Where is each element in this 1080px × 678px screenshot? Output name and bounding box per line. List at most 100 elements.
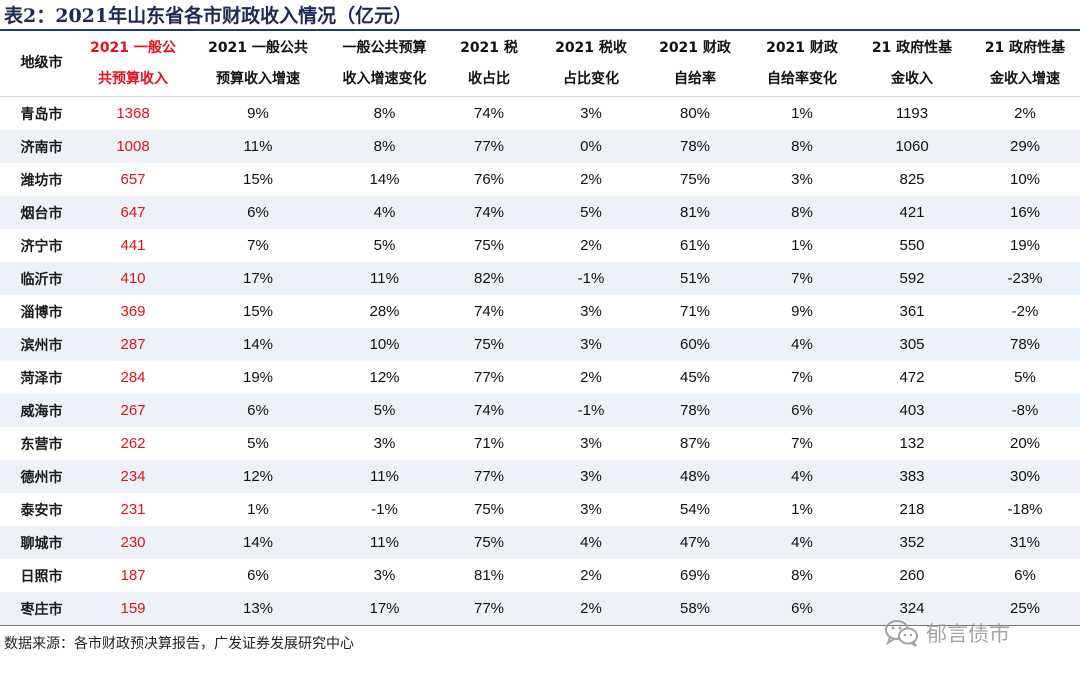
table-header-row: 地级市 2021 一般公 共预算收入 2021 一般公共 预算收入增速 一般公共预算… <box>0 31 1080 97</box>
watermark: 郁言债市 <box>884 618 1010 648</box>
cell-self-sufficiency-change: 6% <box>750 394 854 427</box>
cell-tax-share: 74% <box>436 196 542 229</box>
table-row: 德州市 234 12% 11% 77% 3% 48% 4% 383 30% <box>0 460 1080 493</box>
cell-self-sufficiency-change: 8% <box>750 130 854 163</box>
fiscal-revenue-table: 地级市 2021 一般公 共预算收入 2021 一般公共 预算收入增速 一般公共预算… <box>0 31 1080 626</box>
cell-fund-revenue-growth: 31% <box>970 526 1080 559</box>
cell-tax-share: 77% <box>436 130 542 163</box>
cell-fund-revenue-growth: 2% <box>1014 105 1036 122</box>
cell-city: 济宁市 <box>20 238 63 255</box>
table-title: 表2：2021年山东省各市财政收入情况（亿元） <box>4 5 413 27</box>
cell-revenue-growth: 11% <box>183 130 333 163</box>
header-self-sufficiency: 2021 财政 自给率 <box>640 31 750 97</box>
table-row: 枣庄市 159 13% 17% 77% 2% 58% 6% 324 25% <box>0 592 1080 626</box>
cell-self-sufficiency-change: 4% <box>750 328 854 361</box>
cell-growth-change: 11% <box>333 526 436 559</box>
cell-budget-revenue: 267 <box>83 394 183 427</box>
cell-tax-share: 75% <box>473 237 505 254</box>
cell-tax-share-change: 3% <box>580 105 602 122</box>
cell-tax-share-change: 0% <box>542 130 640 163</box>
cell-self-sufficiency: 78% <box>640 130 750 163</box>
cell-self-sufficiency: 81% <box>640 196 750 229</box>
cell-growth-change: 4% <box>333 196 436 229</box>
cell-fund-revenue-growth: 25% <box>970 592 1080 626</box>
cell-fund-revenue: 260 <box>899 567 925 584</box>
cell-tax-share: 77% <box>436 460 542 493</box>
cell-growth-change: 14% <box>369 171 400 188</box>
cell-city: 济南市 <box>0 130 83 163</box>
table-row: 聊城市 230 14% 11% 75% 4% 47% 4% 352 31% <box>0 526 1080 559</box>
table-row: 威海市 267 6% 5% 74% -1% 78% 6% 403 -8% <box>0 394 1080 427</box>
wechat-icon <box>885 620 918 647</box>
cell-self-sufficiency-change: 4% <box>750 526 854 559</box>
cell-revenue-growth: 17% <box>183 262 333 295</box>
cell-budget-revenue: 369 <box>120 303 146 320</box>
title-rule <box>0 29 1080 31</box>
cell-growth-change: 28% <box>369 303 400 320</box>
cell-self-sufficiency: 87% <box>679 435 711 452</box>
cell-fund-revenue-growth: 19% <box>1009 237 1041 254</box>
table-row: 济南市 1008 11% 8% 77% 0% 78% 8% 1060 29% <box>0 130 1080 163</box>
cell-fund-revenue-growth: 5% <box>1014 369 1036 386</box>
cell-growth-change: -1% <box>371 501 398 518</box>
cell-tax-share: 81% <box>473 567 505 584</box>
cell-growth-change: 5% <box>373 237 396 254</box>
cell-tax-share: 75% <box>473 501 505 518</box>
cell-fund-revenue: 352 <box>854 526 970 559</box>
cell-fund-revenue-growth: 30% <box>970 460 1080 493</box>
table-row: 东营市 262 5% 3% 71% 3% 87% 7% 132 20% <box>0 427 1080 460</box>
cell-fund-revenue: 592 <box>854 262 970 295</box>
cell-budget-revenue: 657 <box>120 171 146 188</box>
header-tax-share-change: 2021 税收 占比变化 <box>542 31 640 97</box>
cell-budget-revenue: 1008 <box>83 130 183 163</box>
cell-budget-revenue: 159 <box>83 592 183 626</box>
cell-fund-revenue-growth: -23% <box>970 262 1080 295</box>
cell-self-sufficiency: 48% <box>640 460 750 493</box>
table-row: 菏泽市 284 19% 12% 77% 2% 45% 7% 472 5% <box>0 361 1080 394</box>
cell-revenue-growth: 6% <box>247 567 269 584</box>
cell-fund-revenue: 361 <box>899 303 925 320</box>
cell-self-sufficiency-change: 1% <box>791 105 813 122</box>
header-fund-revenue-growth: 21 政府性基 金收入增速 <box>970 31 1080 97</box>
table-row: 烟台市 647 6% 4% 74% 5% 81% 8% 421 16% <box>0 196 1080 229</box>
cell-tax-share: 77% <box>436 592 542 626</box>
cell-city: 滨州市 <box>0 328 83 361</box>
cell-city: 淄博市 <box>20 304 63 321</box>
cell-revenue-growth: 1% <box>247 501 269 518</box>
header-growth-change: 一般公共预算 收入增速变化 <box>333 31 436 97</box>
cell-revenue-growth: 12% <box>183 460 333 493</box>
cell-self-sufficiency-change: 1% <box>791 237 813 254</box>
cell-self-sufficiency-change: 8% <box>750 196 854 229</box>
cell-city: 枣庄市 <box>0 592 83 626</box>
cell-fund-revenue-growth: 78% <box>970 328 1080 361</box>
cell-budget-revenue: 231 <box>120 501 146 518</box>
cell-growth-change: 11% <box>333 460 436 493</box>
cell-fund-revenue: 550 <box>899 237 925 254</box>
cell-tax-share-change: 2% <box>580 171 602 188</box>
cell-growth-change: 11% <box>333 262 436 295</box>
cell-fund-revenue: 403 <box>854 394 970 427</box>
header-budget-revenue: 2021 一般公 共预算收入 <box>83 31 183 97</box>
cell-budget-revenue: 410 <box>83 262 183 295</box>
cell-revenue-growth: 6% <box>183 196 333 229</box>
cell-tax-share: 74% <box>473 105 505 122</box>
cell-fund-revenue-growth: 20% <box>1009 435 1041 452</box>
header-fund-revenue: 21 政府性基 金收入 <box>854 31 970 97</box>
cell-city: 菏泽市 <box>20 370 63 387</box>
cell-growth-change: 8% <box>333 130 436 163</box>
cell-tax-share-change: 5% <box>542 196 640 229</box>
cell-budget-revenue: 1368 <box>116 105 150 122</box>
cell-tax-share: 74% <box>473 303 505 320</box>
cell-tax-share-change: 3% <box>580 435 602 452</box>
cell-self-sufficiency: 69% <box>679 567 711 584</box>
cell-budget-revenue: 647 <box>83 196 183 229</box>
data-source-note: 数据来源：各市财政预决算报告，广发证券发展研究中心 <box>4 636 354 652</box>
cell-fund-revenue: 218 <box>899 501 925 518</box>
cell-tax-share-change: 2% <box>542 592 640 626</box>
cell-revenue-growth: 14% <box>183 526 333 559</box>
cell-fund-revenue-growth: 10% <box>1009 171 1041 188</box>
cell-budget-revenue: 284 <box>120 369 146 386</box>
cell-tax-share-change: 3% <box>542 328 640 361</box>
cell-tax-share: 82% <box>436 262 542 295</box>
cell-growth-change: 10% <box>333 328 436 361</box>
